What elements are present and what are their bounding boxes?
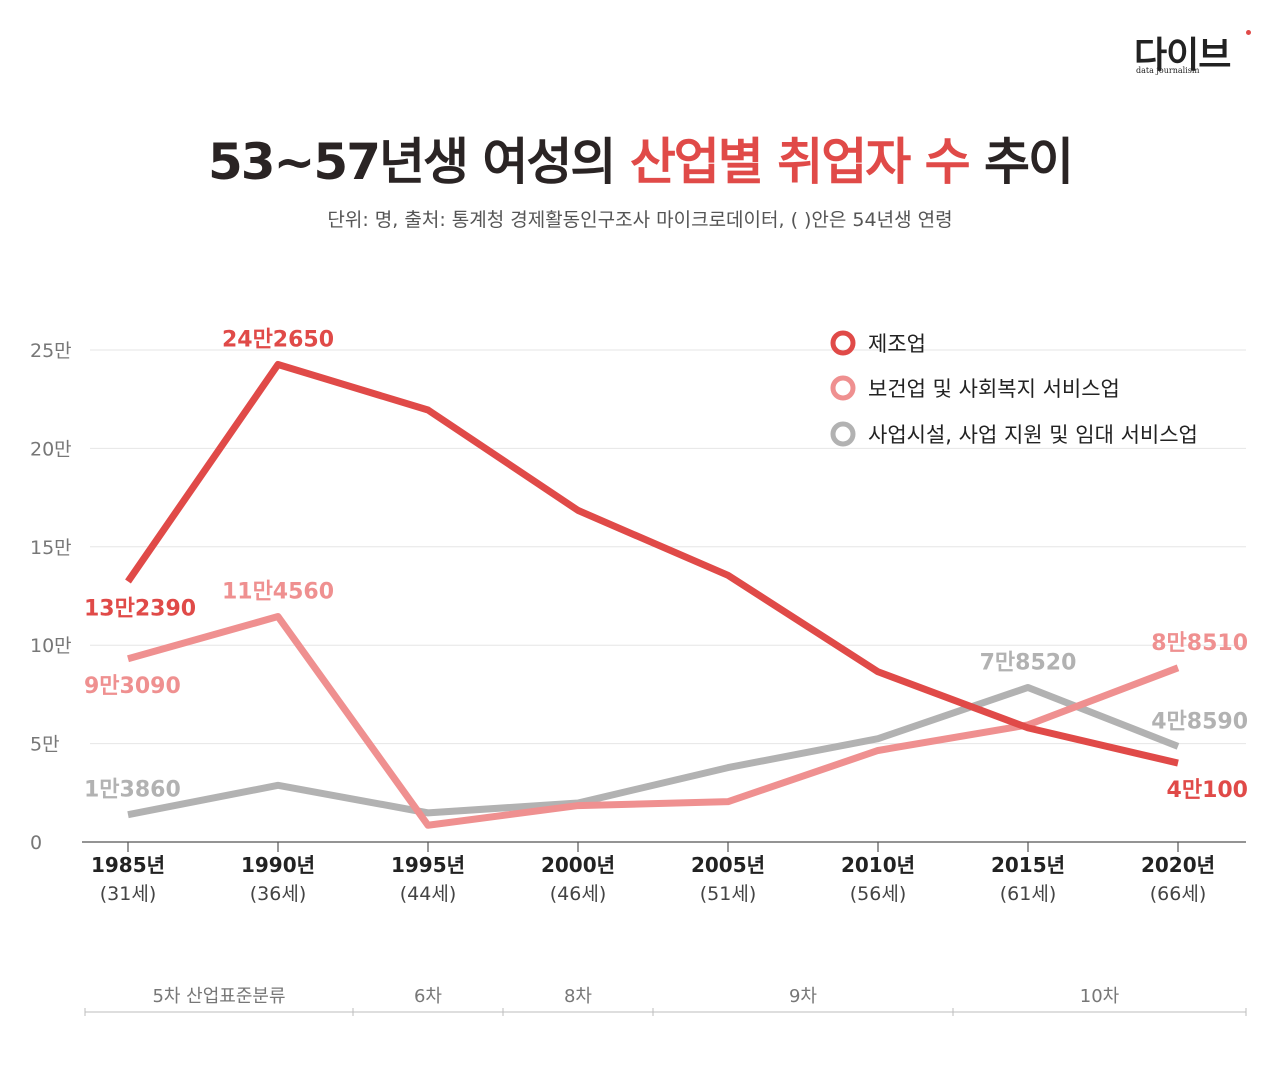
data-label-health: 8만8510 <box>1151 631 1248 656</box>
chart-subtitle: 단위: 명, 출처: 통계청 경제활동인구조사 마이크로데이터, ( )안은 5… <box>327 209 953 231</box>
title-part-1: 53~57년생 여성의 <box>207 133 630 191</box>
x-tick-age: (44세) <box>400 883 456 905</box>
data-label-manufacturing: 4만100 <box>1167 778 1248 803</box>
x-tick-age: (66세) <box>1150 883 1206 905</box>
series-line-health <box>127 613 1180 829</box>
logo-dot <box>1246 30 1251 35</box>
x-tick-year: 1985년 <box>91 853 165 877</box>
data-label-business: 7만8520 <box>980 650 1077 675</box>
x-tick-year: 1995년 <box>391 853 465 877</box>
logo-tagline: data journalism <box>1136 66 1200 75</box>
legend-label: 보건업 및 사회복지 서비스업 <box>868 377 1120 401</box>
period-label: 8차 <box>564 986 592 1007</box>
title-part-2: 추이 <box>968 133 1074 191</box>
data-label-manufacturing: 24만2650 <box>222 327 334 352</box>
y-tick-label: 20만 <box>30 438 72 460</box>
data-label-business: 4만8590 <box>1151 709 1248 734</box>
data-label-health: 11만4560 <box>222 580 334 605</box>
legend-marker <box>830 375 856 401</box>
y-tick-label: 25만 <box>30 340 72 362</box>
x-tick-age: (51세) <box>700 883 756 905</box>
legend-label: 제조업 <box>868 332 926 356</box>
y-tick-label: 10만 <box>30 635 72 657</box>
x-tick-year: 2000년 <box>541 853 615 877</box>
y-tick-label: 15만 <box>30 537 72 559</box>
x-tick-year: 2005년 <box>691 853 765 877</box>
series-line-business <box>127 683 1180 819</box>
brand-logo: 다이브 data journalism <box>1134 26 1254 82</box>
legend-marker <box>830 330 856 356</box>
x-tick-age: (31세) <box>100 883 156 905</box>
x-tick-year: 1990년 <box>241 853 315 877</box>
data-label-manufacturing: 13만2390 <box>84 596 196 621</box>
x-tick-age: (56세) <box>850 883 906 905</box>
period-label: 9차 <box>789 986 817 1007</box>
period-label: 5차 산업표준분류 <box>152 986 285 1007</box>
x-tick-year: 2010년 <box>841 853 915 877</box>
logo-wordmark: 다이브 <box>1134 35 1231 76</box>
period-label: 6차 <box>414 986 442 1007</box>
x-tick-age: (46세) <box>550 883 606 905</box>
x-tick-age: (61세) <box>1000 883 1056 905</box>
x-tick-year: 2015년 <box>991 853 1065 877</box>
data-label-health: 9만3090 <box>84 674 181 699</box>
series-line-manufacturing <box>125 360 1179 767</box>
period-label: 10차 <box>1080 986 1120 1007</box>
x-tick-year: 2020년 <box>1141 853 1215 877</box>
chart-title: 53~57년생 여성의 산업별 취업자 수 추이 <box>0 122 1280 194</box>
data-label-business: 1만3860 <box>84 778 181 803</box>
y-tick-label: 0 <box>30 832 42 854</box>
x-tick-age: (36세) <box>250 883 306 905</box>
y-tick-label: 5만 <box>30 734 60 756</box>
legend-label: 사업시설, 사업 지원 및 임대 서비스업 <box>868 423 1198 447</box>
title-accent: 산업별 취업자 수 <box>629 133 971 191</box>
legend-marker <box>830 421 856 447</box>
